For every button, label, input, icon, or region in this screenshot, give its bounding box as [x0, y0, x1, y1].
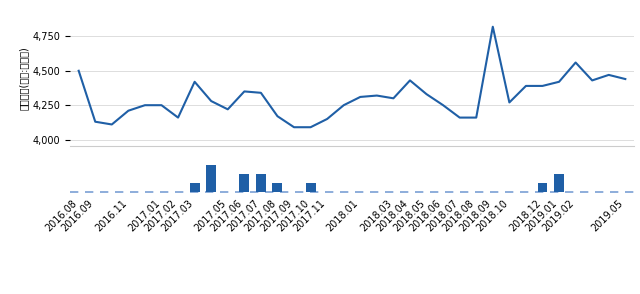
Bar [239, 174, 250, 192]
Bar [189, 183, 200, 192]
Bar [256, 174, 266, 192]
Bar [538, 183, 547, 192]
Bar [554, 174, 564, 192]
Y-axis label: 거래금액(단위:백만원): 거래금액(단위:백만원) [19, 46, 29, 110]
Bar [206, 165, 216, 192]
Bar [306, 183, 316, 192]
Bar [273, 183, 282, 192]
